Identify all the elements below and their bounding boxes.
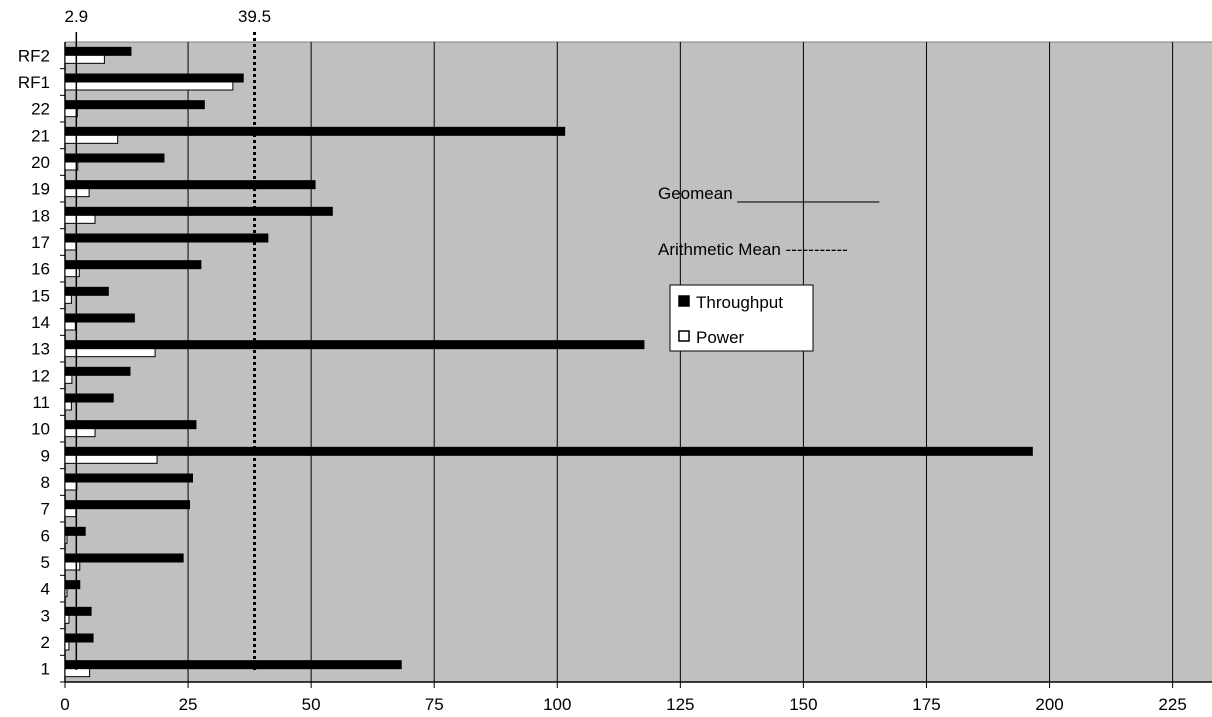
power-bar [64, 561, 81, 571]
power-bar [64, 534, 68, 544]
power-bar [64, 641, 70, 651]
throughput-bar [64, 126, 566, 136]
power-bar [64, 294, 72, 304]
x-tick-label: 100 [543, 695, 571, 714]
power-bar [64, 668, 91, 678]
plot-area [65, 42, 1212, 682]
y-tick-label: 8 [41, 473, 50, 492]
throughput-bar [64, 366, 131, 376]
x-tick-label: 200 [1035, 695, 1063, 714]
power-bar [64, 614, 70, 624]
x-tick-label: 0 [60, 695, 69, 714]
throughput-bar [64, 100, 205, 110]
y-tick-label: 16 [31, 260, 50, 279]
power-bar [64, 401, 72, 411]
power-bar [64, 454, 158, 464]
throughput-bar [64, 313, 135, 323]
y-tick-label: 19 [31, 180, 50, 199]
arith-mean-value-label: 39.5 [238, 7, 271, 26]
y-tick-label: 3 [41, 606, 50, 625]
x-tick-label: 150 [789, 695, 817, 714]
y-tick-label: 4 [41, 580, 50, 599]
throughput-bar [64, 526, 86, 536]
throughput-bar [64, 473, 193, 483]
throughput-bar [64, 393, 114, 403]
y-tick-label: 17 [31, 233, 50, 252]
y-tick-label: 7 [41, 500, 50, 519]
power-bar [64, 54, 105, 64]
y-tick-label: 14 [31, 313, 50, 332]
throughput-bar [64, 606, 92, 616]
arith-mean-note: Arithmetic Mean ----------- [658, 240, 848, 259]
throughput-bar [64, 660, 402, 670]
y-tick-label: 20 [31, 153, 50, 172]
power-bar [64, 268, 80, 278]
throughput-bar [64, 553, 184, 563]
power-bar [64, 134, 119, 144]
power-bar [64, 508, 77, 518]
power-bar [64, 588, 68, 598]
y-tick-label: 6 [41, 526, 50, 545]
throughput-bar [64, 233, 269, 243]
y-tick-label: 15 [31, 286, 50, 305]
y-tick-label: 9 [41, 446, 50, 465]
y-tick-label: 11 [32, 393, 50, 412]
power-bar [64, 348, 156, 358]
throughput-bar [64, 180, 316, 190]
legend-swatch-throughput [678, 295, 690, 307]
legend-swatch-power [678, 330, 690, 342]
x-tick-label: 25 [179, 695, 198, 714]
y-tick-label: 18 [31, 206, 50, 225]
throughput-bar [64, 46, 132, 56]
throughput-bar [64, 446, 1033, 456]
y-tick-label: RF2 [18, 46, 50, 65]
throughput-bar [64, 206, 333, 216]
x-tick-label: 75 [425, 695, 444, 714]
y-tick-label: 2 [41, 633, 50, 652]
x-tick-label: 125 [666, 695, 694, 714]
y-tick-label: 12 [31, 366, 50, 385]
power-bar [64, 428, 96, 438]
throughput-bar [64, 500, 191, 510]
throughput-bar [64, 420, 197, 430]
x-tick-label: 225 [1158, 695, 1186, 714]
throughput-bar [64, 580, 81, 590]
legend-label-throughput: Throughput [696, 293, 783, 312]
y-tick-label: 13 [31, 340, 50, 359]
y-tick-label: 5 [41, 553, 50, 572]
power-bar [64, 481, 78, 491]
geomean-note: Geomean _______________ [658, 184, 880, 203]
legend-label-power: Power [696, 328, 745, 347]
power-bar [64, 161, 79, 171]
geomean-value-label: 2.9 [65, 7, 89, 26]
power-bar [64, 321, 76, 331]
throughput-bar [64, 633, 94, 643]
y-tick-label: 22 [31, 100, 50, 119]
power-bar [64, 81, 234, 91]
power-bar [64, 214, 96, 224]
throughput-bar [64, 286, 109, 296]
y-tick-label: 21 [31, 126, 50, 145]
throughput-bar [64, 260, 202, 270]
legend [669, 284, 814, 352]
power-bar [64, 374, 73, 384]
throughput-bar [64, 153, 165, 163]
y-tick-label: 1 [41, 660, 50, 679]
y-tick-label: 10 [31, 420, 50, 439]
y-tick-label: RF1 [18, 73, 50, 92]
x-tick-label: 50 [302, 695, 321, 714]
throughput-bar [64, 340, 645, 350]
x-tick-label: 175 [912, 695, 940, 714]
throughput-bar [64, 73, 244, 83]
power-bar [64, 108, 78, 118]
power-bar [64, 241, 77, 251]
